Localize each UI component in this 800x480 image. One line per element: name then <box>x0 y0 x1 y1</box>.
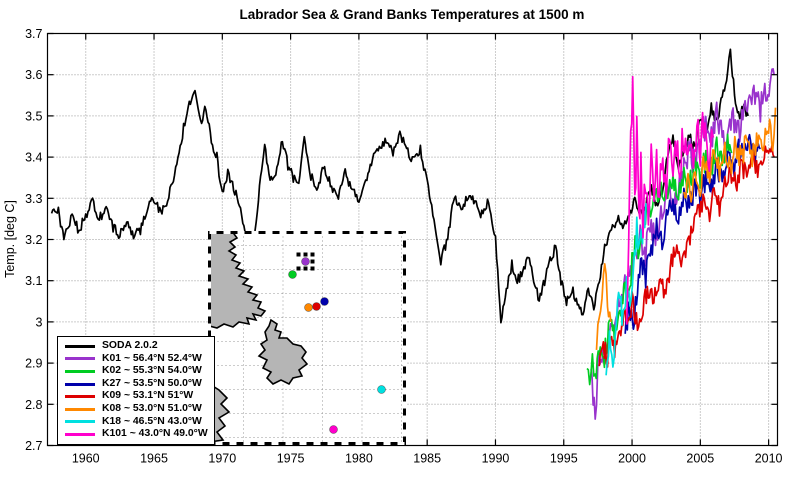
series-lines <box>50 48 777 420</box>
inset-map <box>208 231 406 445</box>
y-axis-tick-labels: 2.7 2.8 2.9 3 3.1 3.2 3.3 3.4 3.5 3.6 3.7 <box>25 27 42 453</box>
legend-label: K08 ~ 53.0°N 51.0°W <box>102 402 202 414</box>
x-tick-label: 2000 <box>618 452 646 466</box>
legend-item-k27: K27 ~ 53.5°N 50.0°W <box>65 378 209 391</box>
legend-item-k08: K08 ~ 53.0°N 51.0°W <box>65 403 209 416</box>
mooring-dot-k09 <box>312 302 321 311</box>
y-tick-label: 3.2 <box>25 233 42 247</box>
legend-swatch-k02 <box>65 369 95 373</box>
series-line-k101 <box>625 75 715 325</box>
station-square-markers <box>296 252 315 271</box>
x-tick-label: 1975 <box>277 452 305 466</box>
x-tick-label: 1960 <box>72 452 100 466</box>
legend-item-k09: K09 ~ 53.1°N 51°W <box>65 390 209 403</box>
y-tick-label: 2.8 <box>25 398 42 412</box>
x-tick-label: 2005 <box>686 452 714 466</box>
y-tick-label: 2.9 <box>25 357 42 371</box>
legend-swatch-k08 <box>65 407 95 411</box>
y-tick-label: 3.5 <box>25 109 42 123</box>
legend-item-soda: SODA 2.0.2 <box>65 340 209 353</box>
legend-label: SODA 2.0.2 <box>102 340 158 351</box>
legend-label: K09 ~ 53.1°N 51°W <box>102 390 194 402</box>
station-square-icon <box>296 266 301 271</box>
series-line-k08 <box>595 262 612 350</box>
mooring-dot-k08 <box>304 303 313 312</box>
legend-swatch-k27 <box>65 382 95 386</box>
legend-label: K02 ~ 55.3°N 54.0°W <box>102 365 202 377</box>
station-square-icon <box>303 252 308 257</box>
mooring-dot-k27 <box>320 297 329 306</box>
x-tick-label: 1985 <box>413 452 441 466</box>
legend-label: K101 ~ 43.0°N 49.0°W <box>102 428 208 440</box>
mooring-dot-k101 <box>329 425 338 434</box>
land-newfoundland-icon <box>257 318 309 386</box>
legend-label: K18 ~ 46.5°N 43.0°W <box>102 415 202 427</box>
station-square-icon <box>310 266 315 271</box>
y-tick-label: 3.6 <box>25 68 42 82</box>
y-tick-label: 3 <box>36 315 43 329</box>
figure-title: Labrador Sea & Grand Banks Temperatures … <box>240 7 585 22</box>
x-tick-label: 1990 <box>482 452 510 466</box>
series-line-soda <box>50 48 749 324</box>
series-line-k27 <box>624 133 762 334</box>
legend-swatch-soda <box>65 344 95 348</box>
legend-item-k18: K18 ~ 46.5°N 43.0°W <box>65 416 209 429</box>
mooring-dots <box>288 257 386 434</box>
y-tick-label: 2.7 <box>25 439 42 453</box>
legend-label: K27 ~ 53.5°N 50.0°W <box>102 377 202 389</box>
legend-item-k01: K01 ~ 56.4°N 52.4°W <box>65 353 209 366</box>
series-line-k18 <box>605 203 648 376</box>
legend-swatch-k101 <box>65 432 95 436</box>
y-tick-label: 3.7 <box>25 27 42 41</box>
legend-label: K01 ~ 56.4°N 52.4°W <box>102 352 202 364</box>
y-axis-label: Temp. [deg C] <box>3 200 17 278</box>
x-tick-label: 1965 <box>140 452 168 466</box>
y-tick-label: 3.1 <box>25 274 42 288</box>
series-line-k01 <box>590 68 775 420</box>
legend-swatch-k09 <box>65 395 95 399</box>
y-tick-label: 3.4 <box>25 151 42 165</box>
series-line-k08 <box>683 107 777 203</box>
legend-swatch-k01 <box>65 357 95 361</box>
legend: SODA 2.0.2 K01 ~ 56.4°N 52.4°W K02 ~ 55.3°… <box>57 336 215 445</box>
x-tick-label: 1970 <box>208 452 236 466</box>
station-square-icon <box>310 252 315 257</box>
land-labrador-icon <box>209 232 267 329</box>
station-square-icon <box>310 259 315 264</box>
station-square-icon <box>296 252 301 257</box>
x-axis-tick-labels: 1960 1965 1970 1975 1980 1985 1990 1995 2000 2005… <box>72 452 783 466</box>
legend-swatch-k18 <box>65 420 95 424</box>
x-tick-label: 1980 <box>345 452 373 466</box>
mooring-dot-k01 <box>301 257 310 266</box>
y-tick-label: 3.3 <box>25 192 42 206</box>
mooring-dot-k02 <box>288 270 297 279</box>
mooring-dot-k18 <box>377 385 386 394</box>
x-tick-label: 2010 <box>755 452 783 466</box>
legend-item-k101: K101 ~ 43.0°N 49.0°W <box>65 428 209 441</box>
legend-item-k02: K02 ~ 55.3°N 54.0°W <box>65 365 209 378</box>
x-tick-label: 1995 <box>550 452 578 466</box>
station-square-icon <box>303 266 308 271</box>
